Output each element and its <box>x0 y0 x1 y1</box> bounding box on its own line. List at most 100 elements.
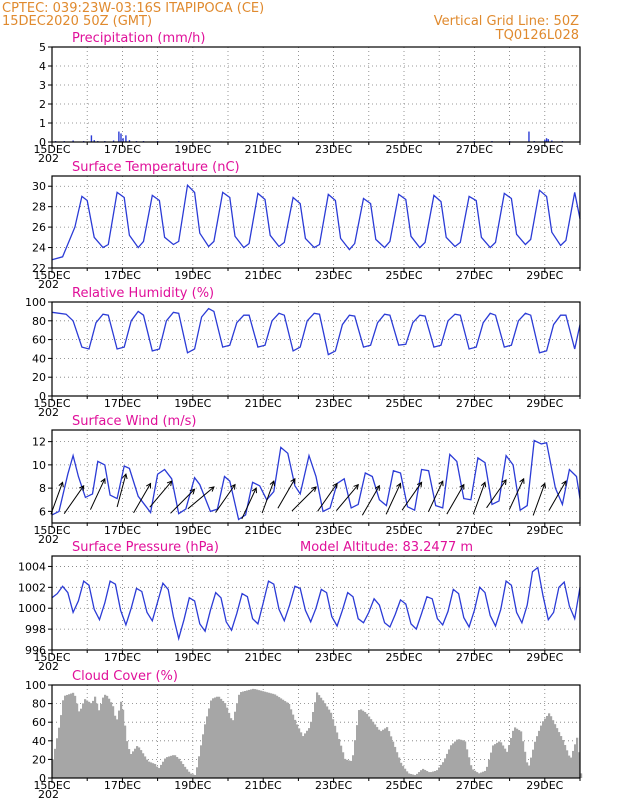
cloud-bar <box>528 765 531 778</box>
y-tick-label: 20 <box>32 371 46 384</box>
panel-frame <box>51 555 581 651</box>
cloud-bar <box>420 770 423 778</box>
cloud-bar <box>54 748 57 778</box>
cloud-bar <box>268 692 271 778</box>
x-tick-label: 25DEC <box>385 269 422 282</box>
wind-arrow-head <box>416 481 423 488</box>
cloud-bar <box>248 689 251 778</box>
cloud-bar <box>144 756 147 778</box>
cloud-bar <box>132 751 135 778</box>
cloud-bar <box>160 764 163 778</box>
cloud-bar <box>230 718 233 778</box>
cloud-bar <box>574 744 577 778</box>
cloud-bar <box>396 752 399 778</box>
panel-frame <box>51 46 581 143</box>
cloud-bar <box>234 711 237 778</box>
cloud-bar <box>488 759 491 778</box>
cloud-bar <box>206 716 209 778</box>
cloud-bar <box>236 703 239 778</box>
cloud-bar <box>492 745 495 778</box>
x-tick-label: 19DEC <box>174 269 211 282</box>
cloud-bar <box>442 762 445 778</box>
cloud-bar <box>538 730 541 778</box>
cloud-bar <box>184 766 187 778</box>
cloud-bar <box>386 727 389 778</box>
cloud-bar <box>378 729 381 778</box>
panel-frame <box>51 684 581 779</box>
cloud-bar <box>458 739 461 778</box>
cloud-bar <box>450 745 453 778</box>
cloud-bar <box>190 773 193 778</box>
cloud-bar <box>216 696 219 778</box>
cloud-bar <box>292 714 295 778</box>
cloud-bar <box>164 758 167 778</box>
cloud-bar <box>174 755 177 778</box>
cloud-bar <box>380 731 383 778</box>
y-tick-label: 60 <box>32 716 46 729</box>
cloud-bar <box>264 691 267 778</box>
wind-arrow <box>215 483 236 513</box>
wind-arrow-head <box>519 477 525 484</box>
wind-arrow <box>170 488 196 514</box>
y-tick-label: 30 <box>32 180 46 193</box>
cloud-bar <box>102 697 105 778</box>
cloud-bar <box>294 719 297 778</box>
cloud-bar <box>342 752 345 778</box>
wind-arrow-head <box>353 483 359 490</box>
y-tick-label: 1004 <box>18 560 46 573</box>
panel-3: Surface Wind (m/s) 6 8 10 12 15DEC 17DEC 19DEC 2… <box>32 414 581 546</box>
cloud-bar <box>188 771 191 778</box>
cloud-bar <box>484 770 487 778</box>
cloud-bar <box>486 766 489 778</box>
cloud-bar <box>548 713 551 778</box>
cloud-bar <box>440 764 443 778</box>
wind-arrow-head <box>480 481 487 488</box>
cloud-bar <box>472 769 475 778</box>
y-tick-label: 998 <box>25 623 46 636</box>
cloud-bar <box>404 768 407 778</box>
x-tick-label: 27DEC <box>456 397 493 410</box>
cloud-bar <box>166 757 169 778</box>
wind-arrow <box>241 487 257 520</box>
cloud-bar <box>192 774 195 778</box>
cloud-bar <box>240 692 243 778</box>
wind-arrow <box>116 473 128 508</box>
cloud-bar <box>162 761 165 778</box>
cloud-bar <box>218 696 221 778</box>
cloud-bar <box>130 754 133 778</box>
wind-arrow <box>472 481 487 515</box>
y-tick-label: 80 <box>32 698 46 711</box>
cloud-bar <box>310 721 313 778</box>
cloud-bar <box>414 775 417 778</box>
cloud-bar <box>146 759 149 778</box>
cloud-bar <box>356 725 359 778</box>
cloud-bar <box>550 716 553 778</box>
cloud-bar <box>560 736 563 778</box>
x-tick-label: 27DEC <box>456 779 493 792</box>
y-tick-label: 996 <box>25 644 46 657</box>
cloud-bar <box>258 690 261 778</box>
cloud-bar <box>536 736 539 778</box>
cloud-bar <box>358 710 361 778</box>
wind-arrow-shaft <box>170 488 195 514</box>
cloud-bar <box>120 701 123 778</box>
cloud-bar <box>462 740 465 778</box>
cloud-bar <box>276 695 279 778</box>
cloud-bar <box>456 739 459 778</box>
cloud-bar <box>300 732 303 778</box>
cloud-bar <box>100 703 103 778</box>
cloud-bar <box>112 706 115 778</box>
precip-bar <box>125 135 127 142</box>
cloud-bar <box>444 758 447 778</box>
cloud-bar <box>280 698 283 778</box>
cloud-bar <box>212 698 215 778</box>
wind-arrow-head <box>396 482 402 489</box>
cloud-bar <box>504 748 507 778</box>
cloud-bar <box>438 767 441 778</box>
cloud-bar <box>476 772 479 778</box>
x-tick-label: 17DEC <box>104 651 141 664</box>
header-location: CPTEC: 039:23W-03:16S ITAPIPOCA (CE) <box>2 1 264 16</box>
x-year-label: 202 <box>38 660 59 673</box>
cloud-bar <box>158 768 161 778</box>
wind-arrow-head <box>122 473 128 480</box>
